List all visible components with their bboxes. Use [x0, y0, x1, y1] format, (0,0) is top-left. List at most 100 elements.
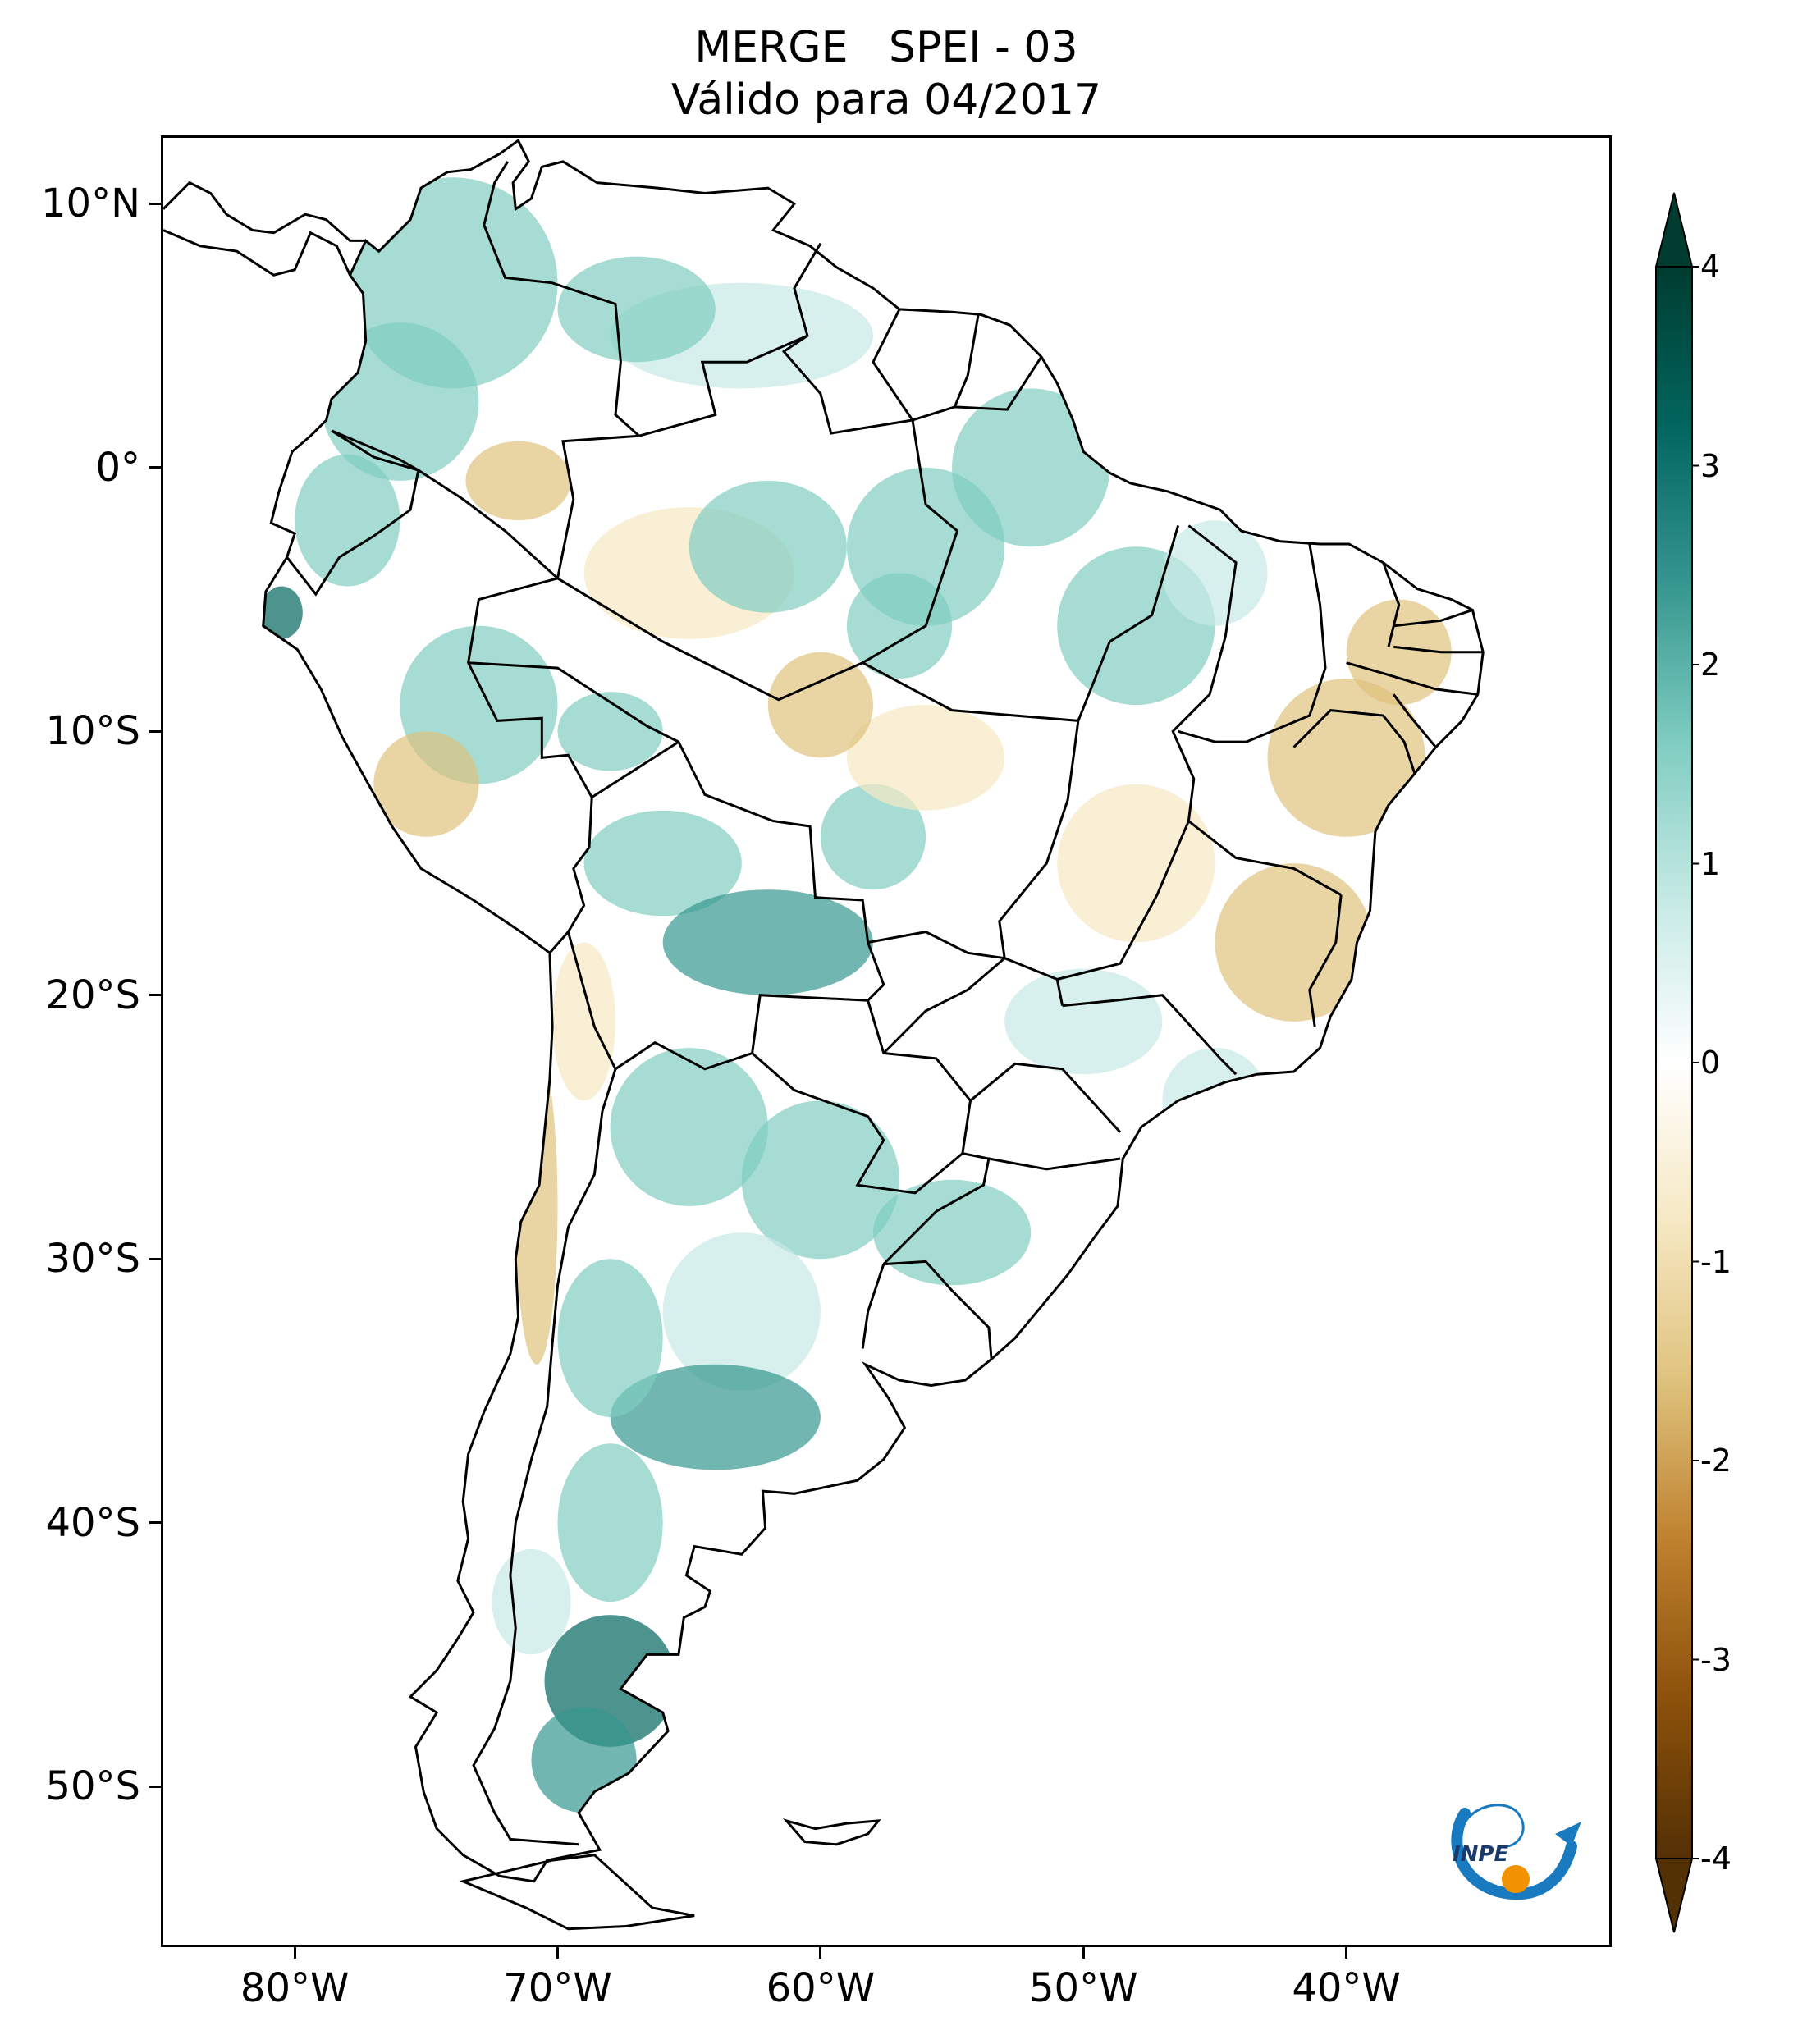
coastline-segment	[459, 1854, 695, 1931]
border-line	[861, 1264, 885, 1349]
spei-anomaly-patch	[515, 1048, 558, 1365]
colorbar-tick-label: -4	[1700, 1841, 1732, 1877]
spei-anomaly-patch	[847, 705, 1005, 811]
spei-anomaly-patch	[873, 1179, 1032, 1286]
spei-anomaly-patch	[557, 1259, 663, 1417]
border-line	[862, 419, 959, 664]
border-line	[1292, 709, 1416, 775]
border-line	[1308, 894, 1343, 1027]
lon-tick	[293, 1947, 296, 1959]
lat-tick	[149, 202, 161, 205]
spei-anomaly-patch	[1004, 968, 1163, 1075]
border-line	[467, 434, 640, 954]
border-line	[556, 577, 1079, 722]
spei-anomaly-patch	[610, 1048, 768, 1206]
border-line	[1382, 562, 1401, 647]
spei-anomaly-patch	[465, 441, 571, 521]
lon-tick	[1345, 1947, 1348, 1959]
inpe-logo-text: INPE	[1453, 1842, 1508, 1867]
spei-anomaly-patch	[552, 942, 615, 1101]
spei-anomaly-patch	[492, 1548, 571, 1655]
lat-tick-label: 50°S	[45, 1763, 140, 1810]
border-line	[468, 661, 679, 743]
spei-anomaly-patch	[846, 573, 953, 679]
lat-tick-label: 10°N	[41, 181, 140, 227]
spei-anomaly-patch	[557, 692, 663, 771]
border-line	[566, 739, 885, 1071]
lon-tick-label: 50°W	[1028, 1965, 1138, 2011]
map-subtitle: Válido para 04/2017	[670, 75, 1102, 125]
border-line	[472, 1068, 617, 1846]
border-line	[969, 1062, 1122, 1133]
lat-tick	[149, 729, 161, 733]
border-line	[1346, 661, 1478, 696]
spei-anomaly-patch	[1346, 599, 1452, 706]
lat-tick	[149, 1257, 161, 1260]
spei-anomaly-patch	[531, 1707, 637, 1813]
spei-anomaly-patch	[373, 731, 479, 837]
colorbar-extend-min	[1654, 1858, 1694, 1933]
coastline-segment	[782, 1818, 881, 1846]
border-line	[1077, 525, 1180, 721]
border-line	[751, 999, 972, 1195]
spei-anomaly-patch	[820, 784, 926, 890]
border-line	[331, 429, 559, 579]
border-line	[954, 355, 1043, 411]
border-line	[781, 309, 915, 435]
map-title: MERGE SPEI - 03	[694, 23, 1078, 72]
inpe-logo-icon: INPE	[1451, 1804, 1581, 1900]
border-line	[1393, 693, 1437, 748]
colorbar-tick-label: 2	[1700, 647, 1721, 683]
lat-tick-label: 30°S	[45, 1236, 140, 1283]
border-line	[1393, 645, 1484, 654]
colorbar-tick-label: -2	[1700, 1443, 1732, 1479]
colorbar-tick-label: -1	[1700, 1243, 1732, 1280]
lon-tick-label: 60°W	[766, 1965, 876, 2011]
spei-anomaly-patch	[767, 652, 873, 758]
spei-anomaly-patch	[662, 889, 873, 995]
lat-tick-label: 20°S	[45, 972, 140, 1018]
spei-anomaly-patch	[1057, 784, 1215, 943]
spei-anomaly-patch	[1215, 863, 1373, 1022]
lon-tick-label: 40°W	[1292, 1965, 1401, 2011]
border-line	[1062, 994, 1238, 1076]
spei-anomaly-patch	[583, 810, 742, 917]
spei-map	[163, 138, 1485, 1931]
spei-anomaly-patch	[557, 256, 716, 363]
spei-anomaly-patch	[610, 1364, 821, 1470]
border-line	[988, 1157, 1121, 1171]
lat-tick	[149, 466, 161, 469]
map-frame[interactable]	[161, 135, 1612, 1947]
colorbar-extend-max	[1654, 192, 1694, 268]
lat-tick	[149, 994, 161, 997]
spei-anomaly-patch	[741, 1100, 899, 1260]
lon-tick-label: 80°W	[240, 1965, 350, 2011]
spei-anomaly-patch	[295, 454, 400, 587]
lat-tick	[149, 1785, 161, 1788]
border-line	[638, 242, 822, 437]
lon-tick	[1082, 1947, 1085, 1959]
lat-tick-label: 40°S	[45, 1499, 140, 1546]
spei-anomaly-patch	[1162, 520, 1268, 626]
border-line	[483, 161, 640, 437]
border-line	[882, 1152, 991, 1265]
spei-anomaly-patch	[557, 1443, 663, 1603]
lat-tick	[149, 1521, 161, 1525]
border-line	[1171, 524, 1238, 821]
colorbar-tick-label: 0	[1700, 1045, 1721, 1081]
colorbar-tick-label: 4	[1700, 249, 1721, 285]
border-line	[286, 429, 420, 597]
coastline-segment	[163, 229, 351, 277]
border-line	[1056, 819, 1342, 981]
lat-tick-label: 10°S	[45, 708, 140, 755]
border-line	[883, 1260, 993, 1360]
border-line	[1393, 608, 1473, 628]
spei-anomaly-patch	[263, 586, 303, 639]
colorbar-tick-label: -3	[1700, 1641, 1732, 1678]
lon-tick	[819, 1947, 822, 1959]
lon-tick	[556, 1947, 560, 1959]
coastline-segment	[163, 181, 366, 242]
colorbar-tick-label: 3	[1700, 447, 1721, 484]
border-line	[912, 314, 980, 422]
spei-anomaly-patch	[952, 388, 1110, 547]
